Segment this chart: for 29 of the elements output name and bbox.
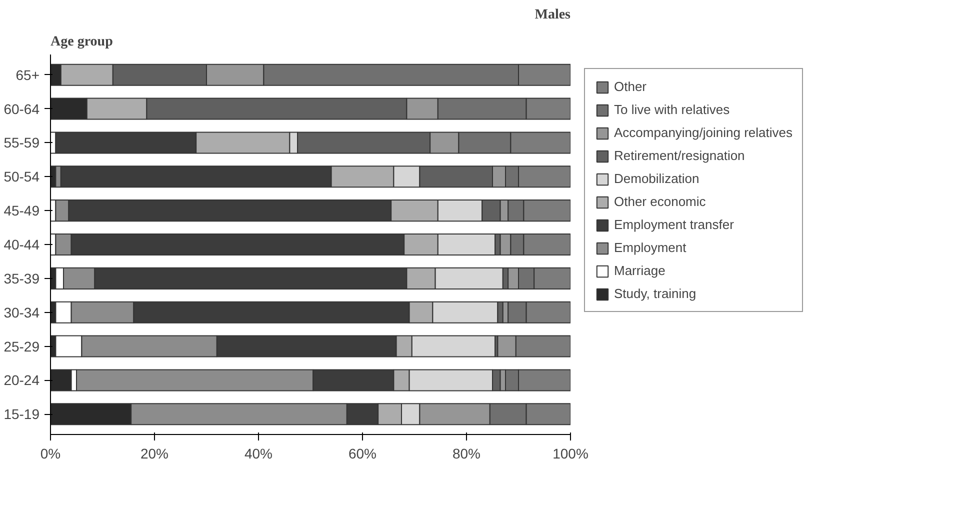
legend-label: To live with relatives [614,102,730,117]
y-tick-label: 30-34 [4,304,40,320]
x-tick-label: 0% [40,446,61,462]
y-tick-label: 55-59 [4,134,40,151]
legend-label: Employment transfer [614,217,734,232]
y-tick-label: 20-24 [4,372,40,388]
y-tick-label: 50-54 [4,168,40,185]
y-tick-label: 15-19 [4,406,40,422]
x-tick-label: 80% [452,446,481,462]
x-tick-label: 40% [244,446,273,462]
y-tick-label: 65+ [16,66,40,83]
chart-title: Males [534,8,572,22]
y-axis-title: Age group [50,34,114,50]
legend-label: Other [614,79,647,94]
legend-label: Employment [614,240,686,255]
y-tick-label: 60-64 [4,100,40,117]
y-tick-label: 45-49 [4,202,40,219]
x-tick-label: 20% [140,446,169,462]
legend-label: Other economic [614,194,706,209]
y-tick-label: 25-29 [4,338,40,354]
legend-label: Demobilization [614,171,700,186]
legend-label: Marriage [614,263,666,278]
legend-label: Accompanying/joining relatives [614,125,792,140]
x-tick-label: 60% [348,446,377,462]
legend-label: Study, training [614,286,696,301]
legend-label: Retirement/resignation [614,148,745,163]
y-tick-label: 35-39 [4,270,40,286]
y-tick-label: 40-44 [4,236,40,252]
x-tick-label: 100% [552,446,588,462]
